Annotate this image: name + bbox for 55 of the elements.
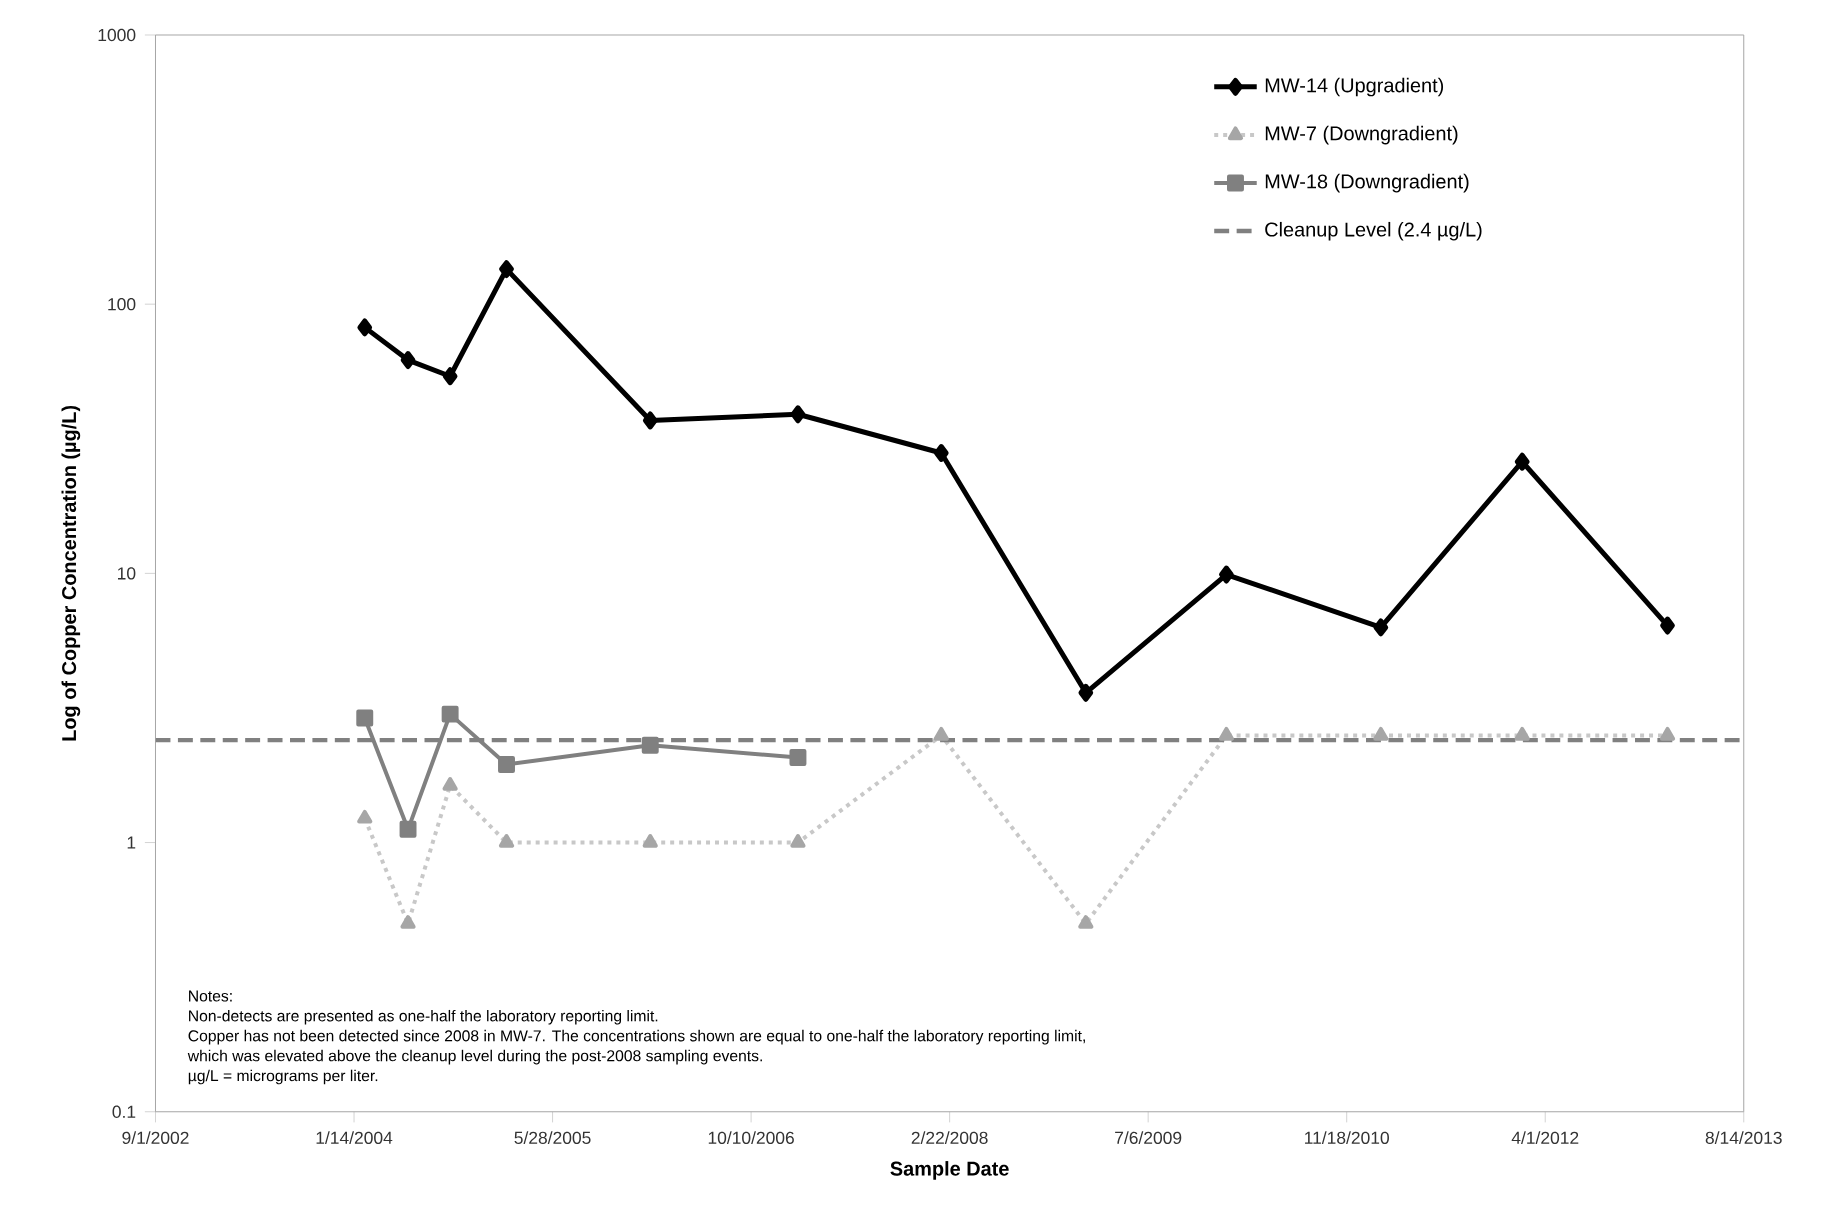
x-tick-label: 1/14/2004: [316, 1131, 393, 1144]
point: [790, 834, 806, 848]
annotation: Non-detects are presented as one-half the laboratory reporting limit.: [189, 1009, 658, 1025]
point: [442, 776, 458, 791]
x-tick-label: 7/6/2009: [1115, 1131, 1182, 1144]
point: [400, 915, 416, 929]
point: [442, 367, 458, 386]
y-tick-label: 1: [127, 836, 136, 849]
x-tick-label: 4/1/2012: [1511, 1131, 1579, 1144]
point: [933, 726, 949, 741]
point: [399, 820, 417, 838]
x-tick-label: 8/14/2013: [1705, 1131, 1782, 1144]
x-tick-label: 5/28/2005: [514, 1131, 591, 1144]
point: [642, 411, 658, 430]
point: [1218, 726, 1234, 741]
point: [356, 709, 374, 727]
point: [357, 809, 373, 824]
point: [1660, 616, 1675, 635]
point: [1219, 565, 1234, 584]
annotation: which was elevated above the cleanup level during the post-2008 sampling events.: [187, 1049, 762, 1065]
point: [1373, 618, 1389, 637]
x-tick-label: 2/22/2008: [911, 1131, 988, 1144]
point: [499, 260, 514, 279]
x-tick-label: 11/18/2010: [1305, 1131, 1389, 1144]
y-tick-label: 100: [108, 298, 136, 311]
point: [498, 756, 515, 773]
legend-label: MW-7 (Downgradient): [1265, 125, 1458, 145]
y-tick-label: 10: [118, 567, 136, 580]
point: [498, 834, 515, 848]
x-tick-label: 9/1/2002: [122, 1131, 189, 1144]
point: [641, 736, 659, 754]
annotation: Notes:: [189, 990, 232, 1002]
y-tick-label: 0.1: [112, 1105, 136, 1118]
legend-label: MW-18 (Downgradient): [1265, 173, 1469, 193]
point: [642, 834, 658, 848]
point: [1514, 452, 1530, 471]
point: [1514, 726, 1530, 741]
point: [789, 749, 807, 766]
legend-label: MW-14 (Upgradient): [1265, 77, 1444, 97]
legend-label: Cleanup Level (2.4 µg/L): [1265, 221, 1482, 241]
point: [400, 351, 416, 370]
point: [1078, 683, 1094, 702]
point: [1659, 726, 1676, 741]
point: [1078, 915, 1094, 929]
point: [933, 444, 949, 462]
y-axis-title: Log of Copper Concentration (µg/L): [61, 405, 81, 741]
x-tick-label: 10/10/2006: [708, 1131, 794, 1144]
point: [790, 405, 806, 424]
x-axis-title: Sample Date: [890, 1161, 1009, 1180]
annotation: Copper has not been detected since 2008 in MW-7. The concentrations shown are equal to one-half the laboratory reporting limit,: [188, 1029, 1085, 1045]
y-tick-label: 1000: [98, 28, 136, 42]
annotation: µg/L = micrograms per liter.: [188, 1069, 378, 1085]
point: [1373, 726, 1389, 741]
point: [357, 318, 373, 337]
point: [441, 705, 459, 723]
